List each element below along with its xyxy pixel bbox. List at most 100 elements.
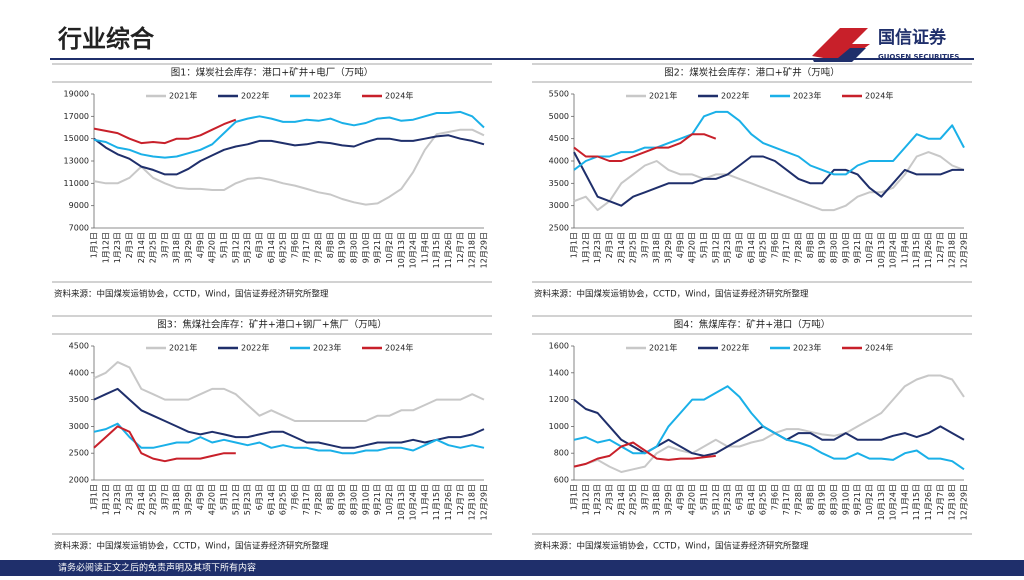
logo-en: GUOSEN SECURITIES [878, 53, 959, 61]
series-line [573, 133, 717, 162]
y-tick-label: 2000 [69, 476, 89, 485]
header-rule [50, 58, 974, 60]
page-title: 行业综合 [57, 25, 155, 53]
x-tick-label: 6月14日 [747, 232, 756, 263]
x-tick-label: 7月17日 [782, 232, 791, 263]
x-tick-label: 10月2日 [865, 484, 874, 515]
y-tick-label: 11000 [64, 179, 89, 188]
x-tick-label: 2月25日 [149, 232, 158, 263]
series-line [573, 151, 964, 207]
x-tick-label: 7月28日 [314, 484, 323, 515]
series-line [93, 134, 485, 176]
x-tick-label: 3月29日 [664, 484, 673, 515]
x-tick-label: 2月14日 [617, 484, 626, 515]
x-tick-label: 10月24日 [409, 232, 418, 268]
y-tick-label: 4500 [69, 342, 89, 351]
x-tick-label: 3月18日 [172, 484, 181, 515]
y-tick-label: 600 [554, 476, 569, 485]
x-tick-label: 1月23日 [593, 232, 602, 263]
y-tick-label: 1400 [549, 368, 569, 377]
x-tick-label: 11月15日 [912, 232, 921, 268]
series-line [573, 385, 965, 471]
x-tick-label: 4月20日 [688, 484, 697, 515]
x-tick-label: 3月7日 [640, 484, 649, 510]
x-tick-label: 3月29日 [184, 232, 193, 263]
x-tick-label: 7月6日 [770, 232, 779, 258]
x-tick-label: 3月7日 [640, 232, 649, 258]
x-tick-label: 4月9日 [196, 232, 205, 258]
y-tick-label: 4000 [69, 368, 89, 377]
legend-label: 2023年 [793, 343, 821, 353]
x-tick-label: 7月17日 [302, 232, 311, 263]
x-tick-label: 8月19日 [818, 232, 827, 263]
x-tick-label: 9月10日 [361, 232, 370, 263]
y-tick-label: 7000 [69, 224, 89, 233]
series-line [93, 387, 485, 449]
x-tick-label: 5月12日 [231, 232, 240, 263]
x-tick-label: 10月2日 [385, 232, 394, 263]
y-tick-label: 3500 [69, 395, 89, 404]
x-tick-label: 5月12日 [711, 232, 720, 263]
x-tick-label: 12月29日 [480, 484, 489, 520]
y-tick-label: 1600 [549, 342, 569, 351]
x-tick-label: 10月24日 [889, 232, 898, 268]
x-tick-label: 5月23日 [243, 232, 252, 263]
x-tick-label: 12月18日 [948, 484, 957, 520]
x-tick-label: 2月3日 [125, 232, 134, 258]
footer-text: 请务必阅读正文之后的免责声明及其项下所有内容 [58, 562, 256, 574]
x-tick-label: 10月2日 [385, 484, 394, 515]
x-tick-label: 11月15日 [432, 232, 441, 268]
x-tick-label: 10月13日 [877, 232, 886, 268]
chart-title: 图4：焦煤库存：矿井+港口（万吨） [674, 319, 831, 331]
x-tick-label: 7月6日 [770, 484, 779, 510]
x-tick-label: 8月8日 [806, 232, 815, 258]
x-tick-label: 10月13日 [397, 232, 406, 268]
x-tick-label: 5月23日 [243, 484, 252, 515]
x-tick-label: 2月14日 [137, 484, 146, 515]
y-tick-label: 3000 [549, 201, 569, 210]
x-tick-label: 11月26日 [924, 484, 933, 520]
legend-label: 2023年 [313, 91, 341, 101]
x-tick-label: 11月15日 [912, 484, 921, 520]
x-tick-label: 6月14日 [747, 484, 756, 515]
x-tick-label: 8月19日 [818, 484, 827, 515]
x-tick-label: 2月14日 [137, 232, 146, 263]
x-tick-label: 11月4日 [420, 232, 429, 263]
x-tick-label: 9月21日 [373, 232, 382, 263]
y-tick-label: 5500 [549, 90, 569, 99]
x-tick-label: 12月7日 [456, 484, 465, 515]
x-tick-label: 1月12日 [101, 232, 110, 263]
x-tick-label: 6月25日 [759, 232, 768, 263]
x-tick-label: 9月10日 [841, 232, 850, 263]
x-tick-label: 3月18日 [652, 232, 661, 263]
x-tick-label: 7月17日 [782, 484, 791, 515]
x-tick-label: 1月1日 [90, 484, 99, 510]
x-tick-label: 12月18日 [468, 232, 477, 268]
y-tick-label: 4500 [549, 134, 569, 143]
x-tick-label: 5月23日 [723, 484, 732, 515]
x-tick-label: 10月13日 [397, 484, 406, 520]
x-tick-label: 11月4日 [420, 484, 429, 515]
x-tick-label: 9月10日 [361, 484, 370, 515]
series-line [573, 151, 965, 212]
legend-label: 2023年 [793, 91, 821, 101]
x-tick-label: 11月4日 [900, 484, 909, 515]
logo-cn: 国信证券 [878, 27, 947, 48]
x-tick-label: 8月8日 [326, 232, 335, 258]
legend-label: 2024年 [865, 91, 893, 101]
y-tick-label: 2500 [69, 449, 89, 458]
x-tick-label: 8月30日 [830, 232, 839, 263]
x-tick-label: 8月8日 [806, 484, 815, 510]
x-tick-label: 12月29日 [960, 232, 969, 268]
legend-label: 2024年 [385, 91, 413, 101]
x-tick-label: 9月21日 [853, 232, 862, 263]
series-line [573, 398, 965, 457]
x-tick-label: 5月1日 [220, 484, 229, 510]
x-tick-label: 3月29日 [664, 232, 673, 263]
x-tick-label: 7月6日 [290, 484, 299, 510]
x-tick-label: 10月13日 [877, 484, 886, 520]
legend-label: 2021年 [169, 91, 197, 101]
x-tick-label: 2月25日 [149, 484, 158, 515]
x-tick-label: 3月29日 [184, 484, 193, 515]
